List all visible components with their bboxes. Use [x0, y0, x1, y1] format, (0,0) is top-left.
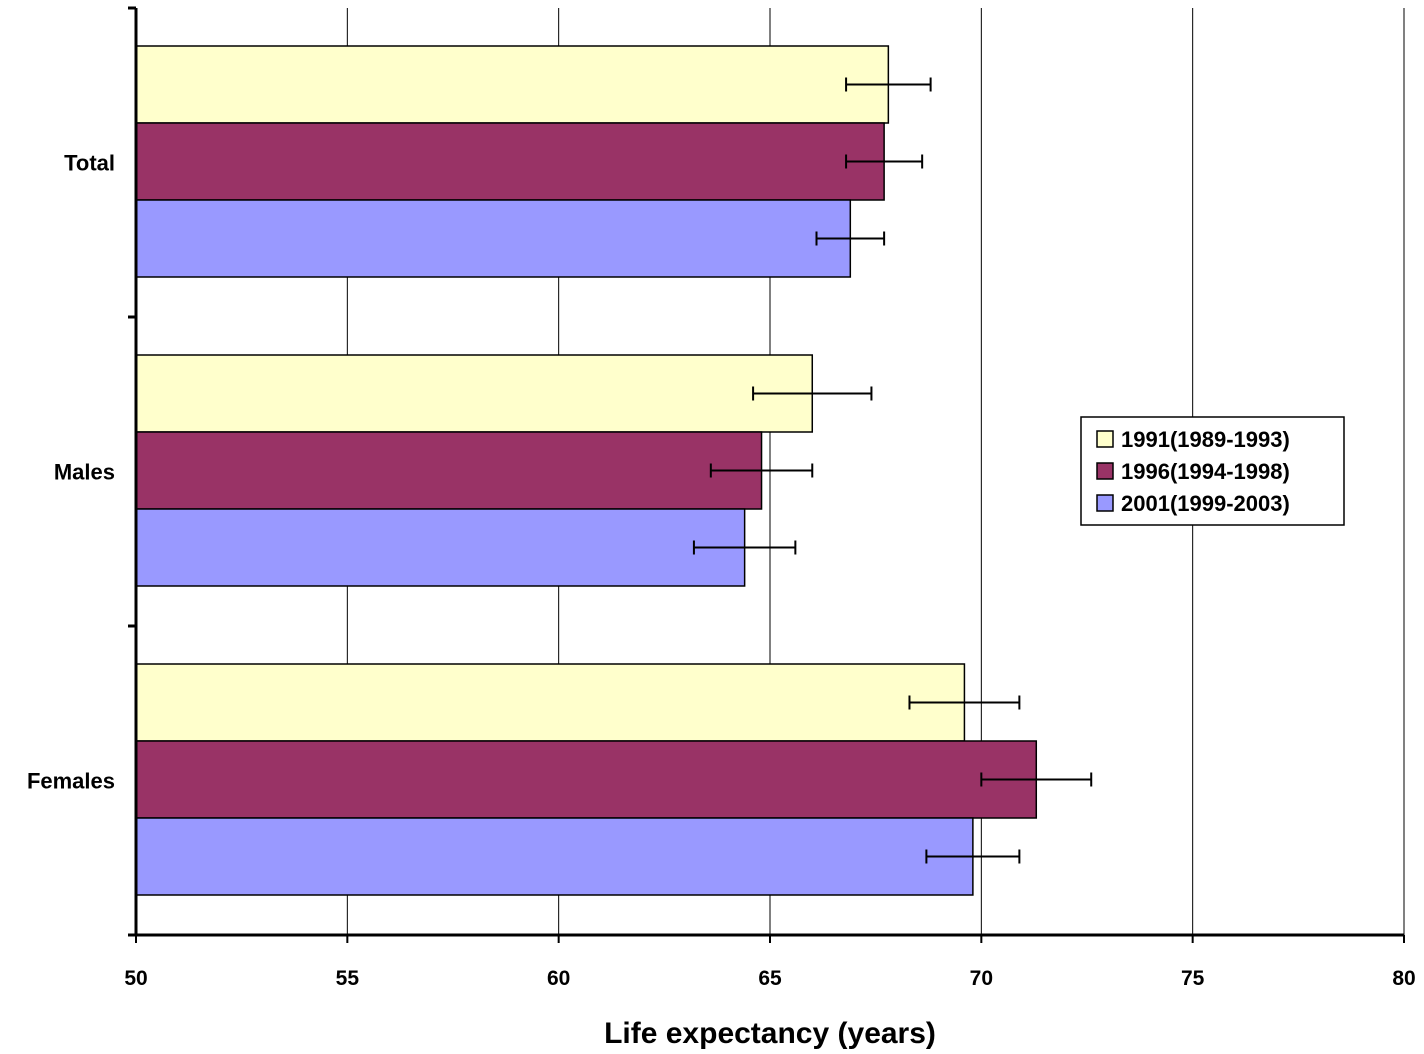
bar-males-series-3 [135, 508, 746, 587]
legend: 1991(1989-1993) 1996(1994-1998) 2001(1999-… [1080, 416, 1345, 526]
legend-swatch-3 [1096, 494, 1114, 512]
errorbar-total-series-2 [845, 154, 924, 169]
legend-label-3: 2001(1999-2003) [1121, 491, 1290, 516]
bars [135, 45, 1038, 896]
legend-swatch-1 [1096, 430, 1114, 448]
legend-swatch-2 [1096, 462, 1114, 480]
errorbar-males-series-2 [709, 463, 814, 478]
errorbar-total-series-3 [815, 231, 886, 246]
category-label-males: Males [54, 460, 115, 485]
x-tick-label-55: 55 [336, 967, 360, 990]
errorbar-females-series-2 [980, 772, 1093, 787]
bar-males-series-1 [135, 354, 814, 433]
legend-label-1: 1991(1989-1993) [1121, 427, 1290, 452]
bar-total-series-1 [135, 45, 890, 124]
errorbar-males-series-1 [752, 386, 873, 401]
axes [128, 6, 1405, 943]
x-tick-label-80: 80 [1392, 967, 1415, 990]
legend-box [1080, 416, 1345, 526]
bar-total-series-2 [135, 122, 885, 201]
category-labels: Total Males Females [27, 151, 115, 794]
x-tick-label-50: 50 [124, 967, 147, 990]
bar-total-series-3 [135, 199, 852, 278]
legend-label-2: 1996(1994-1998) [1121, 459, 1290, 484]
x-axis-title: Life expectancy (years) [604, 1017, 936, 1050]
error-bars [692, 77, 1093, 864]
category-label-total: Total [64, 151, 115, 176]
x-tick-label-65: 65 [758, 967, 782, 990]
errorbar-total-series-1 [845, 77, 932, 92]
x-tick-label-70: 70 [970, 967, 993, 990]
x-tick-labels: 50 55 60 65 70 75 80 [124, 967, 1415, 990]
x-tick-label-60: 60 [547, 967, 570, 990]
bar-males-series-2 [135, 431, 763, 510]
errorbar-females-series-1 [908, 695, 1021, 710]
bar-females-series-2 [135, 740, 1038, 819]
errorbar-males-series-3 [692, 540, 797, 555]
errorbar-females-series-3 [925, 849, 1021, 864]
x-tick-label-75: 75 [1181, 967, 1205, 990]
bar-females-series-3 [135, 817, 974, 896]
bar-females-series-1 [135, 663, 966, 742]
category-label-females: Females [27, 769, 115, 794]
